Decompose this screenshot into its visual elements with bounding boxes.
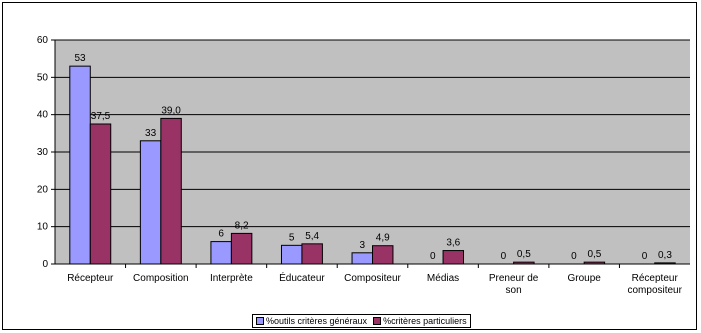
bar-particular (230, 232, 253, 265)
data-label: 5,4 (305, 231, 319, 242)
data-label: 6 (218, 229, 224, 240)
data-label: 53 (74, 53, 86, 64)
legend-swatch (256, 317, 264, 325)
y-tick-label: 40 (37, 110, 49, 121)
y-tick-label: 50 (37, 72, 49, 83)
data-label: 5 (289, 232, 295, 243)
y-tick-label: 30 (37, 147, 49, 158)
legend-label: %outils critères généraux (266, 316, 368, 326)
bar-particular (301, 243, 323, 265)
bar-general (280, 244, 303, 265)
bars (69, 65, 676, 265)
y-tick-label: 60 (37, 35, 49, 46)
data-label: 4,9 (376, 233, 390, 244)
data-label: 0,3 (658, 250, 672, 261)
x-tick-label: compositeur (627, 285, 682, 296)
data-label: 0 (501, 251, 507, 262)
x-tick-label: Récepteur (67, 273, 114, 284)
x-tick-label: Groupe (567, 273, 601, 284)
legend-item-series-1: %outils critères généraux (256, 316, 367, 326)
y-tick-label: 20 (37, 184, 49, 195)
data-label: 8,2 (235, 220, 249, 231)
x-tick-label: Preneur de (489, 273, 539, 284)
bar-general (69, 65, 91, 265)
bar-particular (442, 250, 465, 265)
legend-label: %critères particuliers (383, 316, 467, 326)
bar-particular (372, 245, 394, 265)
data-label: 0 (642, 251, 648, 262)
data-label: 37,5 (91, 111, 111, 122)
bar-particular (160, 117, 182, 265)
x-tick-label: Médias (427, 273, 459, 284)
y-tick-label: 10 (37, 222, 49, 233)
data-label: 3,6 (446, 238, 460, 249)
y-tick-label: 0 (42, 259, 48, 270)
data-label: 39,0 (161, 105, 181, 116)
data-label: 0 (430, 251, 436, 262)
bar-general (210, 241, 232, 265)
bar-general (351, 252, 373, 265)
data-label: 0,5 (587, 249, 601, 260)
legend-swatch (373, 317, 382, 325)
x-tick-label: Compositeur (344, 273, 401, 284)
data-label: 0 (571, 251, 577, 262)
data-labels: 53 37,5 33 39,0 6 8,2 5 5,4 3 4,9 0 3,6 0 0,5 0 0,5 0 0,3 (74, 53, 672, 262)
data-label: 33 (145, 128, 157, 139)
legend-item-series-2: %critères particuliers (373, 316, 467, 326)
x-tick-label: Éducateur (279, 271, 325, 284)
data-label: 3 (359, 240, 365, 251)
x-tick-label: son (506, 285, 522, 296)
legend: %outils critères généraux %critères part… (252, 314, 471, 328)
x-tick-label: Récepteur (632, 273, 679, 284)
bar-particular (89, 123, 112, 265)
bar-general (139, 140, 162, 265)
data-label: 0,5 (517, 249, 531, 260)
x-tick-label: Interprète (210, 273, 253, 284)
x-tick-label: Composition (133, 273, 189, 284)
